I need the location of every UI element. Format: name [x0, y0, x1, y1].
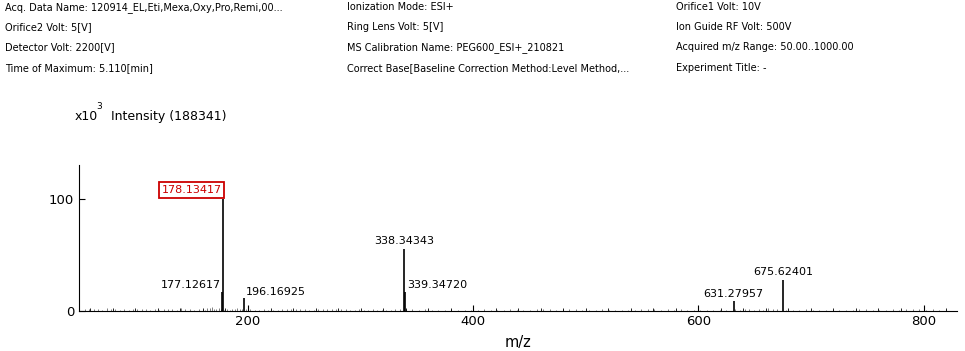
X-axis label: m/z: m/z: [505, 336, 532, 350]
Text: Ring Lens Volt: 5[V]: Ring Lens Volt: 5[V]: [347, 22, 444, 32]
Text: 178.13417: 178.13417: [161, 185, 222, 195]
Text: 196.16925: 196.16925: [246, 287, 306, 297]
Text: Detector Volt: 2200[V]: Detector Volt: 2200[V]: [5, 42, 115, 52]
Text: 338.34343: 338.34343: [373, 236, 433, 246]
Text: Correct Base[Baseline Correction Method:Level Method,...: Correct Base[Baseline Correction Method:…: [347, 63, 629, 73]
Text: 675.62401: 675.62401: [754, 267, 813, 277]
Text: Ionization Mode: ESI+: Ionization Mode: ESI+: [347, 2, 454, 12]
Text: x10: x10: [74, 110, 97, 123]
Text: 3: 3: [96, 101, 102, 111]
Text: MS Calibration Name: PEG600_ESI+_210821: MS Calibration Name: PEG600_ESI+_210821: [347, 42, 565, 53]
Text: Experiment Title: -: Experiment Title: -: [676, 63, 766, 73]
Text: 631.27957: 631.27957: [703, 290, 763, 299]
Text: Acquired m/z Range: 50.00..1000.00: Acquired m/z Range: 50.00..1000.00: [676, 42, 853, 52]
Text: Acq. Data Name: 120914_EL,Eti,Mexa,Oxy,Pro,Remi,00...: Acq. Data Name: 120914_EL,Eti,Mexa,Oxy,P…: [5, 2, 283, 13]
Text: 177.12617: 177.12617: [160, 280, 221, 291]
Text: Ion Guide RF Volt: 500V: Ion Guide RF Volt: 500V: [676, 22, 791, 32]
Text: Orifice1 Volt: 10V: Orifice1 Volt: 10V: [676, 2, 760, 12]
Text: 339.34720: 339.34720: [407, 280, 467, 291]
Text: Orifice2 Volt: 5[V]: Orifice2 Volt: 5[V]: [5, 22, 92, 32]
Text: Intensity (188341): Intensity (188341): [103, 110, 227, 123]
Text: Time of Maximum: 5.110[min]: Time of Maximum: 5.110[min]: [5, 63, 152, 73]
